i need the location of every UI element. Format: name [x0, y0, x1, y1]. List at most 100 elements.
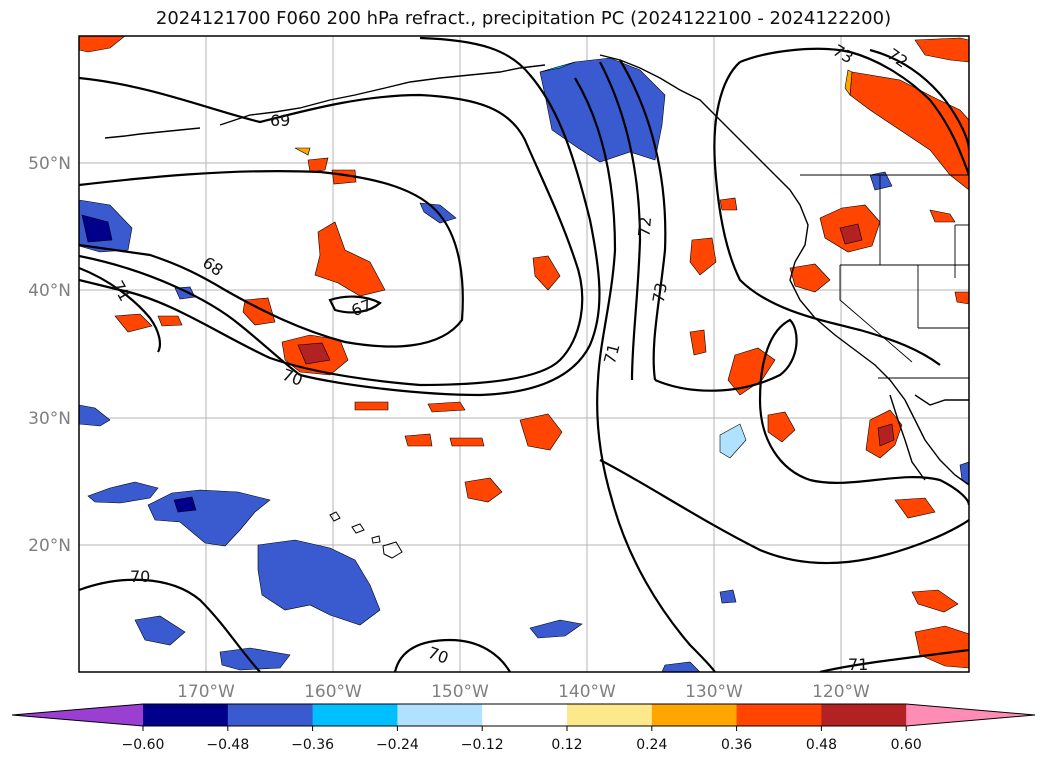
pos-patch-w-a — [789, 263, 831, 293]
colorbar-tick-label: −0.12 — [461, 737, 504, 753]
lat-tick: 40°N — [28, 281, 71, 301]
colorbar-tick-label: 0.36 — [721, 737, 752, 753]
gridlines — [79, 36, 969, 672]
pos-patch-se-a — [911, 589, 959, 613]
pos-patch-s-a — [464, 477, 503, 503]
pos-patch-ne-west — [929, 209, 956, 223]
precip-positive-patches — [79, 36, 969, 669]
pos-patch-baja-core — [877, 423, 895, 447]
contour-label-73-west: 73 — [649, 281, 671, 304]
contour-70-main — [299, 36, 601, 397]
colorbar-tick-label: −0.36 — [291, 737, 334, 753]
coast-gulf-ca — [914, 394, 969, 406]
colorbar-tick-label: 0.48 — [806, 737, 837, 753]
contour-68 — [79, 170, 464, 348]
neg-patch-small-4 — [661, 661, 701, 672]
colorbar-segment — [312, 704, 398, 726]
coast-alaska-peninsula — [219, 64, 546, 126]
pos-patch-ne-top — [914, 37, 969, 63]
pos-patch-se-b — [914, 625, 969, 669]
colorbar-segment — [227, 704, 314, 726]
pos-patch-west-b — [157, 315, 183, 327]
pos-patch-central-c-core — [297, 342, 331, 365]
pos-patch-west-a — [114, 313, 153, 333]
latitude-tick-labels: 50°N 40°N 30°N 20°N — [28, 154, 71, 556]
contour-73-west — [619, 59, 667, 381]
neg-patch-small-3 — [959, 461, 969, 485]
contour-71-main — [574, 77, 716, 672]
contour-69 — [79, 76, 584, 387]
colorbar-segment — [397, 704, 483, 726]
coast-se-alaska — [599, 54, 776, 176]
contour-label-70-south: 70 — [130, 567, 150, 586]
plot-area — [79, 36, 969, 672]
contour-72-ne — [869, 48, 969, 151]
refractivity-contours — [79, 36, 969, 672]
contour-71-west — [79, 266, 161, 353]
colorbar-segment — [651, 704, 738, 726]
pos-patch-s-d — [354, 401, 389, 411]
colorbar-segment — [482, 704, 568, 726]
neg-patch-small-2 — [869, 171, 893, 191]
contour-70-bottom — [393, 638, 511, 672]
pos-patch-s-c — [449, 437, 485, 447]
pos-patch-midchain — [532, 255, 561, 291]
pos-patch-n-c — [294, 147, 311, 156]
neg-patch-subtrop-e — [219, 647, 291, 671]
pos-patch-w-c — [719, 197, 738, 211]
pos-patch-w-b — [689, 329, 707, 356]
coastlines — [104, 54, 969, 486]
coast-baja — [889, 394, 926, 481]
contour-label-72: 72 — [634, 216, 655, 238]
coast-aleutians — [104, 127, 201, 139]
contour-72 — [599, 61, 642, 381]
coast-us-west — [789, 261, 969, 486]
longitude-tick-labels: 170°W 160°W 150°W 140°W 130°W 120°W — [177, 682, 870, 702]
pos-patch-se-c — [894, 497, 936, 519]
map-title: 2024121700 F060 200 hPa refract., precip… — [155, 8, 892, 29]
contour-73-east — [739, 47, 969, 176]
colorbar-segment — [143, 704, 229, 726]
colorbar-tick-label: −0.48 — [206, 737, 249, 753]
colorbar-tick-label: 0.12 — [551, 737, 582, 753]
colorbar-segment — [821, 704, 907, 726]
pos-patch-ne-band — [849, 71, 969, 191]
lat-tick: 50°N — [28, 154, 71, 174]
lon-tick: 140°W — [558, 682, 616, 702]
pos-patch-sw — [519, 413, 563, 451]
pos-patch-pnw-core — [839, 223, 863, 245]
hawaii-islands — [329, 511, 403, 559]
contour-label-69: 69 — [270, 111, 290, 130]
lon-tick: 130°W — [685, 682, 743, 702]
lat-tick: 20°N — [28, 536, 71, 556]
colorbar-tick-label: −0.24 — [376, 737, 419, 753]
plot-frame — [78, 35, 970, 673]
contour-71-bottom — [819, 648, 969, 672]
pos-patch-n-a — [307, 157, 329, 173]
contour-ridge — [654, 318, 969, 506]
contour-label-71-bottom: 71 — [848, 655, 868, 674]
lon-tick: 170°W — [177, 682, 235, 702]
contour-70-west — [79, 254, 301, 376]
colorbar-segment — [567, 704, 653, 726]
colorbar-extend-low — [12, 704, 143, 726]
colorbar-tick-label: 0.24 — [636, 737, 667, 753]
contour-label-71-main: 71 — [600, 341, 624, 366]
pos-patch-east-c — [767, 411, 796, 443]
colorbar-tick-label: −0.60 — [122, 737, 165, 753]
pos-patch-s-b — [404, 433, 433, 447]
neg-patch-alaska-edge — [539, 61, 576, 73]
pos-patch-east-a — [689, 237, 717, 276]
pos-patch-central-a — [314, 221, 386, 297]
colorbar-extend-high — [906, 704, 1035, 726]
pos-patch-s-e — [427, 401, 466, 413]
neg-patch-small-1 — [719, 589, 737, 604]
lat-tick: 30°N — [28, 409, 71, 429]
lon-tick: 150°W — [431, 682, 489, 702]
neg-patch-subtrop-d — [134, 615, 186, 646]
neg-patch-subtrop-b-core — [173, 496, 197, 513]
pos-patch-ne-edge — [844, 69, 853, 96]
pos-patch-w-d — [954, 291, 969, 305]
colorbar-tick-label: 0.60 — [891, 737, 922, 753]
